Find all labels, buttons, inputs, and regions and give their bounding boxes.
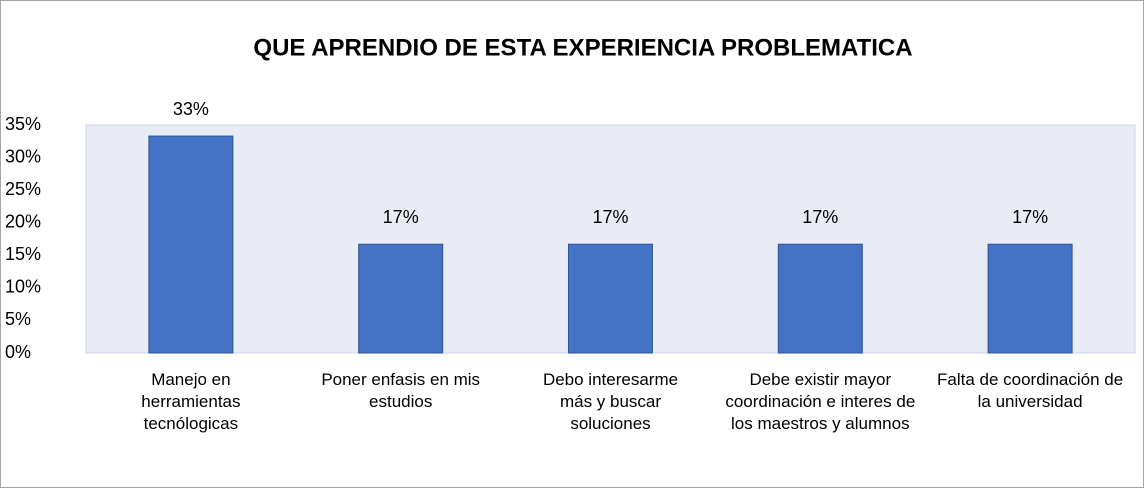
value-label: 17% bbox=[383, 207, 419, 227]
value-label: 17% bbox=[802, 207, 838, 227]
y-tick-label: 0% bbox=[5, 342, 31, 362]
y-tick-label: 5% bbox=[5, 309, 31, 329]
bar bbox=[148, 135, 234, 354]
bar bbox=[358, 243, 444, 354]
y-tick-label: 15% bbox=[5, 244, 41, 264]
x-tick-label: Falta de coordinación de la universidad bbox=[937, 370, 1124, 411]
bar bbox=[568, 243, 653, 354]
y-tick-label: 25% bbox=[5, 179, 41, 199]
bar bbox=[987, 243, 1073, 354]
y-tick-label: 35% bbox=[5, 114, 41, 134]
value-label: 17% bbox=[1012, 207, 1048, 227]
value-label: 17% bbox=[592, 207, 628, 227]
x-tick-label: Manejo en herramientas tecnólogicas bbox=[141, 370, 241, 433]
y-tick-label: 30% bbox=[5, 146, 41, 166]
chart-title: QUE APRENDIO DE ESTA EXPERIENCIA PROBLEM… bbox=[253, 34, 912, 61]
value-label: 33% bbox=[173, 99, 209, 119]
y-tick-label: 20% bbox=[5, 211, 41, 231]
x-tick-label: Debo interesarme más y buscar soluciones bbox=[542, 370, 679, 433]
bar bbox=[777, 243, 863, 354]
y-tick-label: 10% bbox=[5, 277, 41, 297]
x-tick-label: Poner enfasis en mis estudios bbox=[321, 370, 481, 411]
x-tick-label: Debe existir mayor coordinación e intere… bbox=[725, 370, 916, 433]
